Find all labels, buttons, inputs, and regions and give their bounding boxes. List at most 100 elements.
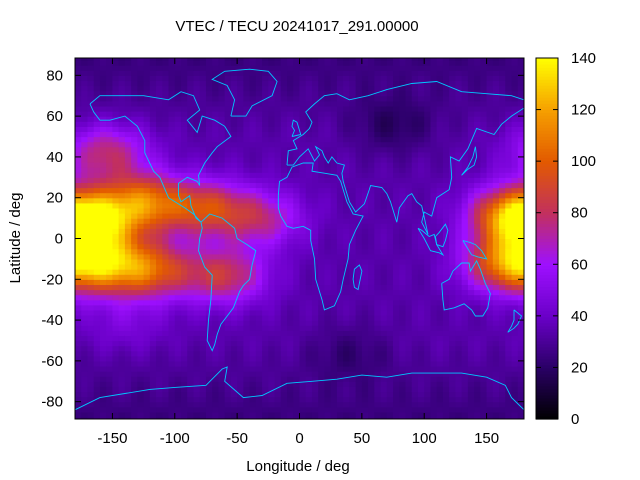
- heatmap-cell: [449, 136, 457, 143]
- heatmap-cell: [112, 335, 120, 342]
- heatmap-cell: [199, 60, 207, 66]
- heatmap-cell: [417, 416, 425, 419]
- heatmap-cell: [386, 65, 394, 71]
- heatmap-cell: [243, 75, 251, 82]
- heatmap-cell: [205, 299, 213, 306]
- heatmap-cell: [461, 207, 469, 214]
- heatmap-cell: [361, 192, 369, 199]
- heatmap-cell: [380, 218, 388, 224]
- heatmap-cell: [480, 381, 488, 387]
- heatmap-cell: [386, 223, 394, 229]
- heatmap-cell: [417, 381, 425, 387]
- heatmap-cell: [411, 309, 419, 316]
- heatmap-cell: [287, 187, 294, 194]
- heatmap-cell: [230, 279, 238, 285]
- heatmap-cell: [467, 151, 475, 158]
- heatmap-cell: [287, 406, 294, 413]
- heatmap-cell: [380, 100, 388, 107]
- heatmap-cell: [205, 172, 213, 178]
- heatmap-cell: [343, 416, 350, 419]
- heatmap-cell: [393, 371, 400, 377]
- heatmap-cell: [87, 121, 95, 127]
- heatmap-cell: [137, 60, 145, 66]
- heatmap-cell: [255, 371, 263, 377]
- heatmap-cell: [430, 105, 438, 112]
- heatmap-cell: [93, 90, 101, 97]
- heatmap-cell: [442, 172, 450, 178]
- heatmap-cell: [405, 95, 413, 102]
- heatmap-cell: [449, 274, 457, 280]
- heatmap-cell: [330, 213, 338, 219]
- heatmap-cell: [336, 223, 344, 229]
- heatmap-cell: [118, 90, 126, 97]
- heatmap-cell: [343, 248, 350, 255]
- heatmap-cell: [112, 294, 120, 301]
- heatmap-cell: [262, 136, 269, 143]
- heatmap-cell: [299, 70, 307, 76]
- heatmap-cell: [237, 90, 244, 97]
- heatmap-cell: [311, 136, 319, 143]
- heatmap-cell: [293, 355, 301, 362]
- heatmap-cell: [87, 192, 95, 199]
- heatmap-cell: [205, 60, 213, 66]
- heatmap-cell: [193, 192, 201, 199]
- heatmap-cell: [430, 253, 438, 260]
- heatmap-cell: [499, 223, 506, 229]
- heatmap-cell: [318, 335, 326, 342]
- heatmap-cell: [255, 243, 263, 250]
- heatmap-cell: [287, 391, 294, 398]
- heatmap-cell: [424, 192, 432, 199]
- heatmap-cell: [293, 95, 301, 102]
- heatmap-cell: [237, 136, 244, 143]
- heatmap-cell: [193, 335, 201, 342]
- heatmap-cell: [386, 274, 394, 280]
- heatmap-cell: [81, 325, 89, 331]
- heatmap-cell: [99, 111, 107, 117]
- heatmap-cell: [230, 228, 238, 234]
- heatmap-cell: [436, 85, 444, 92]
- heatmap-cell: [137, 365, 145, 372]
- heatmap-cell: [81, 335, 89, 342]
- heatmap-cell: [168, 330, 176, 336]
- heatmap-cell: [486, 213, 494, 219]
- heatmap-cell: [181, 381, 188, 387]
- heatmap-cell: [75, 345, 82, 352]
- heatmap-cell: [474, 330, 481, 336]
- heatmap-cell: [268, 116, 276, 122]
- heatmap-cell: [368, 371, 375, 377]
- heatmap-cell: [255, 416, 263, 419]
- heatmap-cell: [486, 314, 494, 321]
- heatmap-cell: [411, 350, 419, 357]
- heatmap-cell: [492, 314, 500, 321]
- heatmap-cell: [181, 263, 188, 270]
- heatmap-cell: [399, 274, 407, 280]
- heatmap-cell: [293, 105, 301, 112]
- heatmap-cell: [499, 258, 506, 265]
- heatmap-cell: [299, 401, 307, 408]
- heatmap-cell: [93, 151, 101, 158]
- heatmap-cell: [405, 136, 413, 143]
- heatmap-cell: [262, 218, 269, 224]
- heatmap-cell: [230, 269, 238, 275]
- heatmap-cell: [336, 340, 344, 347]
- heatmap-cell: [118, 141, 126, 148]
- heatmap-cell: [75, 396, 82, 403]
- heatmap-cell: [399, 136, 407, 143]
- heatmap-cell: [237, 416, 244, 419]
- heatmap-cell: [318, 131, 326, 138]
- heatmap-cell: [262, 386, 269, 393]
- heatmap-cell: [343, 365, 350, 372]
- heatmap-cell: [118, 100, 126, 107]
- heatmap-cell: [81, 243, 89, 250]
- heatmap-cell: [374, 131, 382, 138]
- heatmap-cell: [411, 223, 419, 229]
- heatmap-cell: [174, 111, 182, 117]
- heatmap-cell: [305, 111, 313, 117]
- heatmap-cell: [262, 406, 269, 413]
- heatmap-cell: [449, 126, 457, 133]
- heatmap-cell: [131, 213, 138, 219]
- heatmap-cell: [181, 58, 188, 61]
- heatmap-cell: [106, 111, 114, 117]
- heatmap-cell: [411, 396, 419, 403]
- heatmap-cell: [280, 75, 288, 82]
